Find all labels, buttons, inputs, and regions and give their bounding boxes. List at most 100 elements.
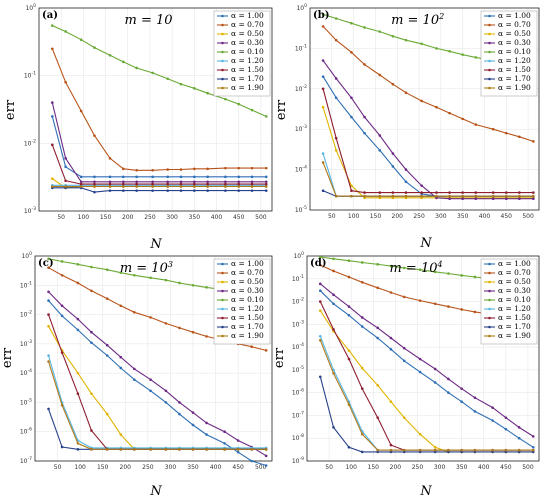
data-point [491,419,494,422]
x-axis-title: N [149,237,162,252]
series-line-1.50 [322,88,534,194]
legend: α = 1.00α = 0.70α = 0.50α = 0.30α = 0.10… [213,10,271,97]
data-point [60,273,64,277]
data-point [224,185,227,188]
data-point [332,426,335,429]
data-point [264,349,268,352]
x-tick-label: 250 [412,464,424,471]
series-line-0.30 [319,283,534,437]
data-point [347,259,351,263]
data-point [448,197,451,201]
legend-marker [488,325,491,329]
data-point [64,179,67,183]
data-point [76,442,80,445]
data-point [205,433,208,436]
x-tick-label: 250 [144,214,156,221]
data-point [166,185,170,188]
data-point [60,260,64,263]
y-tick-label: 100 [21,251,32,260]
data-point [90,330,93,334]
data-point [206,180,209,184]
data-point [347,403,351,406]
data-point [105,448,109,451]
data-point [264,175,268,179]
data-point [360,325,364,328]
data-point [90,265,93,269]
data-point [433,448,437,452]
data-point [166,77,170,81]
data-point [108,189,112,192]
data-point [90,429,93,432]
data-point [347,275,351,279]
data-point [404,91,408,95]
legend-entry: α = 0.70 [231,20,264,29]
data-point [264,185,268,188]
data-point [47,266,50,269]
legend-entry: α = 0.50 [231,277,264,286]
legend-entry: α = 1.20 [231,56,264,65]
y-tick-label: 10-6 [292,388,304,397]
panel-tag: (c) [38,258,54,269]
legend-entry: α = 1.70 [231,322,264,331]
data-point [504,197,508,201]
legend-marker [221,325,224,329]
y-tick-label: 10-5 [20,397,32,406]
data-point [237,185,241,188]
data-point [418,450,422,454]
legend-entry: α = 0.70 [498,268,531,277]
data-point [360,316,364,319]
legend-entry: α = 0.10 [231,295,264,304]
data-point [420,99,423,103]
data-point [76,328,80,332]
data-point [461,117,464,121]
data-point [60,403,64,407]
legend-marker [488,334,491,338]
data-point [420,42,423,46]
data-point [321,161,325,164]
data-point [164,278,168,282]
legend-marker [488,298,491,302]
plot-frame [38,7,273,212]
data-point [105,297,109,300]
series-line-0.30 [48,291,267,457]
data-point [460,400,463,404]
x-tick-label: 300 [434,464,446,471]
data-point [206,175,209,179]
data-point [93,175,96,179]
data-point [166,175,170,179]
data-point [47,290,50,294]
x-tick-label: 300 [435,213,447,220]
data-point [206,185,209,188]
data-point [433,302,437,306]
legend-entry: α = 0.30 [498,286,531,295]
legend-marker [488,316,491,320]
data-point [474,56,478,59]
legend-marker [488,14,491,18]
data-point [491,450,494,454]
legend-entry: α = 0.50 [498,277,531,286]
data-point [164,448,168,451]
legend-marker [221,50,224,54]
data-point [360,387,364,390]
data-point [404,168,408,171]
series-line-1.90 [322,162,534,197]
x-tick-label: 500 [522,213,534,220]
y-axis-title: err [272,347,287,368]
x-tick-label: 400 [210,464,222,471]
x-tick-label: 350 [457,213,469,220]
data-point [223,430,226,434]
data-point [420,191,423,194]
y-tick-label: 10-1 [292,274,304,283]
data-point [447,391,450,394]
data-point [391,152,395,155]
data-point [376,384,380,387]
data-point [51,47,54,51]
data-point [350,115,353,119]
data-point [237,189,241,192]
data-point [93,182,96,186]
legend-marker [488,59,491,63]
data-point [402,416,406,419]
series-line-1.90 [47,361,267,450]
data-point [517,436,521,440]
x-tick-label: 150 [368,464,380,471]
